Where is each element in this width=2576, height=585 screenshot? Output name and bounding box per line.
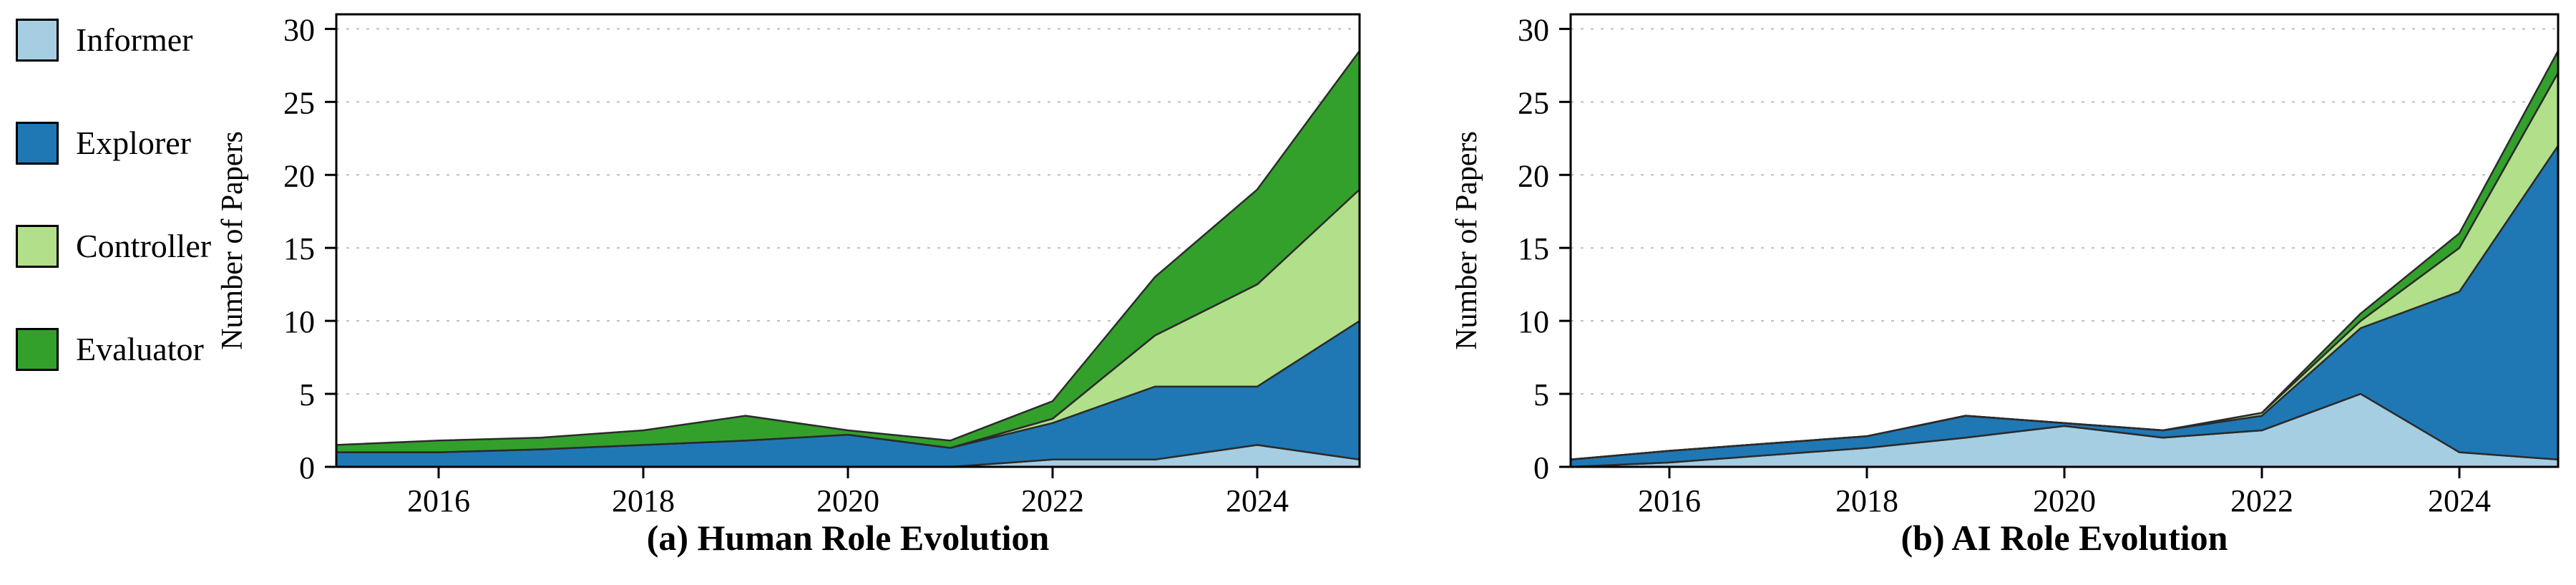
informer-swatch-icon [16, 19, 59, 62]
chart-b-caption: (b) AI Role Evolution [1901, 518, 2228, 558]
legend-item-explorer: Explorer [16, 122, 211, 165]
svg-text:2022: 2022 [2230, 483, 2293, 516]
svg-text:15: 15 [283, 231, 315, 266]
y-axis-label: Number of Papers [1450, 131, 1483, 350]
svg-text:25: 25 [1518, 85, 1549, 120]
legend-item-evaluator: Evaluator [16, 328, 211, 371]
svg-text:2024: 2024 [1226, 483, 1289, 516]
svg-text:0: 0 [1533, 450, 1549, 485]
legend-label: Informer [76, 21, 193, 58]
legend-label: Controller [76, 228, 212, 264]
controller-swatch-icon [16, 225, 59, 268]
svg-text:10: 10 [283, 304, 315, 339]
svg-text:0: 0 [299, 450, 315, 485]
svg-text:5: 5 [299, 377, 315, 412]
human-role-evolution-chart: 0 5 10 15 20 25 30 2016 2018 2020 2022 2024 Number o… [216, 12, 1361, 516]
svg-text:2016: 2016 [1638, 483, 1701, 516]
svg-text:25: 25 [283, 85, 315, 120]
y-axis-label: Number of Papers [216, 131, 249, 350]
svg-text:2016: 2016 [407, 483, 470, 516]
legend-label: Evaluator [76, 331, 204, 367]
svg-text:20: 20 [1518, 158, 1549, 193]
explorer-swatch-icon [16, 122, 59, 165]
svg-text:2020: 2020 [2033, 483, 2096, 516]
legend-item-informer: Informer [16, 19, 211, 62]
svg-text:10: 10 [1518, 304, 1549, 339]
legend-label: Explorer [76, 125, 191, 161]
svg-text:15: 15 [1518, 231, 1549, 266]
svg-text:2020: 2020 [816, 483, 879, 516]
svg-text:5: 5 [1533, 377, 1549, 412]
svg-text:30: 30 [1518, 12, 1549, 47]
legend-item-controller: Controller [16, 225, 211, 268]
legend: Informer Explorer Controller Evaluator [16, 19, 211, 371]
svg-text:2024: 2024 [2428, 483, 2491, 516]
svg-text:30: 30 [283, 12, 315, 47]
svg-text:2022: 2022 [1021, 483, 1084, 516]
svg-text:2018: 2018 [1835, 483, 1898, 516]
chart-a-caption: (a) Human Role Evolution [646, 518, 1050, 558]
ai-role-evolution-chart: 0 5 10 15 20 25 30 2016 2018 2020 2022 2024 Number o… [1450, 12, 2560, 516]
svg-text:20: 20 [283, 158, 315, 193]
svg-text:2018: 2018 [612, 483, 675, 516]
evaluator-swatch-icon [16, 328, 59, 371]
